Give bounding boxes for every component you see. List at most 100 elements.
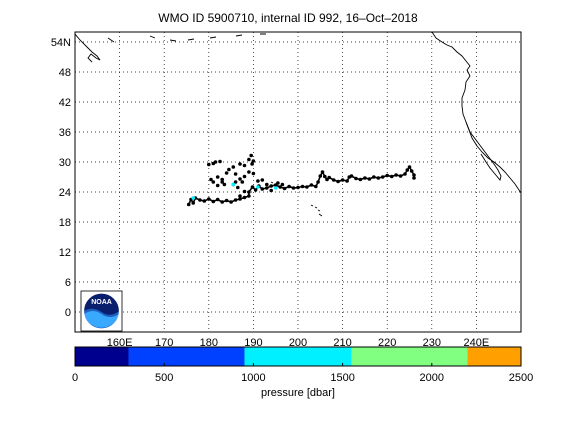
float-position-point — [323, 174, 327, 179]
float-position-point — [186, 202, 191, 207]
float-position-point — [242, 174, 247, 179]
float-position-point — [300, 184, 305, 189]
float-position-point — [276, 181, 280, 185]
float-position-point — [314, 184, 318, 189]
map-grid — [75, 32, 521, 332]
float-position-point — [207, 197, 211, 201]
float-position-point — [340, 178, 345, 182]
float-position-point — [220, 200, 224, 204]
float-position-point — [405, 168, 410, 172]
colorbar-segment — [128, 347, 245, 366]
colorbar-tick-label: 0 — [72, 372, 78, 384]
float-position-point — [280, 182, 285, 187]
lat-tick-label: 6 — [65, 277, 71, 289]
float-position-point — [269, 184, 274, 188]
lon-tick-label: 160E — [107, 337, 133, 349]
colorbar-tick-label: 2000 — [420, 372, 444, 384]
colorbar-tick-label: 2500 — [509, 372, 533, 384]
float-position-point — [256, 179, 260, 183]
coastline-aleutians — [149, 33, 266, 42]
float-position-point — [409, 169, 414, 173]
float-position-point — [305, 185, 309, 189]
colorbar-ticks: 0 500 1000 1500 2000 2500 — [72, 363, 533, 384]
float-position-point — [282, 186, 287, 191]
lat-tick-label: 0 — [65, 307, 71, 319]
float-position-point — [231, 165, 236, 169]
float-position-point — [309, 183, 314, 187]
colorbar-segment — [75, 347, 129, 366]
float-position-point — [316, 180, 320, 184]
float-position-point — [403, 172, 407, 176]
lat-tick-label: 12 — [59, 247, 71, 259]
pressure-colored-point — [191, 196, 195, 200]
float-position-point — [251, 171, 256, 176]
float-position-point — [412, 173, 416, 177]
float-position-point — [211, 180, 216, 184]
pressure-colored-point — [273, 186, 278, 190]
float-position-point — [367, 177, 372, 181]
colorbar-tick-label: 1500 — [330, 372, 354, 384]
lon-tick-label: 170 — [155, 337, 173, 349]
float-position-point — [233, 180, 238, 184]
float-position-point — [278, 185, 283, 189]
float-position-point — [227, 167, 231, 172]
float-position-point — [385, 173, 390, 178]
lat-tick-label: 48 — [59, 67, 71, 79]
float-position-point — [238, 177, 242, 181]
float-position-point — [291, 186, 296, 190]
lon-tick-label: 190 — [244, 337, 262, 349]
island-small — [270, 181, 274, 184]
float-position-point — [224, 198, 229, 203]
lon-tick-label: 220 — [378, 337, 396, 349]
float-position-point — [240, 180, 245, 184]
lon-tick-label: 210 — [333, 337, 351, 349]
lon-tick-label: 240E — [464, 337, 490, 349]
pressure-colored-point — [256, 185, 260, 189]
float-position-point — [318, 174, 323, 178]
float-position-point — [260, 187, 265, 191]
float-position-point — [349, 174, 354, 178]
lat-tick-label: 30 — [59, 157, 71, 169]
coastline — [75, 32, 521, 217]
lat-tick-label: 36 — [59, 127, 71, 139]
float-position-point — [320, 170, 325, 174]
float-position-point — [198, 198, 202, 202]
noaa-logo: NOAA — [80, 290, 123, 332]
float-position-point — [242, 189, 247, 194]
float-position-point — [389, 174, 394, 179]
float-position-point — [218, 159, 222, 164]
colorbar-segment — [351, 347, 468, 366]
colorbar-tick-label: 1000 — [241, 372, 265, 384]
coastline-north-america — [431, 32, 521, 194]
lon-tick-label: 230 — [423, 337, 441, 349]
coastline-kamchatka — [75, 33, 101, 63]
float-position-point — [236, 185, 240, 190]
coastline-baja — [465, 121, 502, 181]
float-position-point — [327, 175, 332, 180]
float-position-point — [251, 159, 256, 163]
float-position-point — [253, 188, 258, 192]
float-position-point — [260, 178, 265, 182]
float-position-point — [209, 177, 213, 182]
float-position-point — [242, 163, 247, 168]
float-position-point — [207, 162, 211, 167]
float-position-point — [250, 162, 254, 166]
colorbar-frame — [74, 346, 522, 367]
float-position-point — [220, 180, 224, 184]
pressure-colored-point — [231, 182, 236, 187]
float-position-point — [247, 190, 251, 194]
float-position-point — [407, 165, 412, 169]
coastline-kuril — [107, 37, 115, 43]
float-position-point — [398, 174, 403, 178]
colorbar-label: pressure [dbar] — [261, 387, 335, 399]
float-position-point — [242, 195, 247, 200]
float-position-point — [238, 197, 242, 201]
float-position-point — [249, 153, 253, 158]
float-position-point — [412, 176, 416, 180]
float-position-point — [247, 157, 251, 162]
float-position-point — [380, 175, 385, 179]
float-position-point — [233, 172, 238, 176]
float-position-point — [354, 176, 358, 181]
float-position-point — [363, 176, 367, 180]
